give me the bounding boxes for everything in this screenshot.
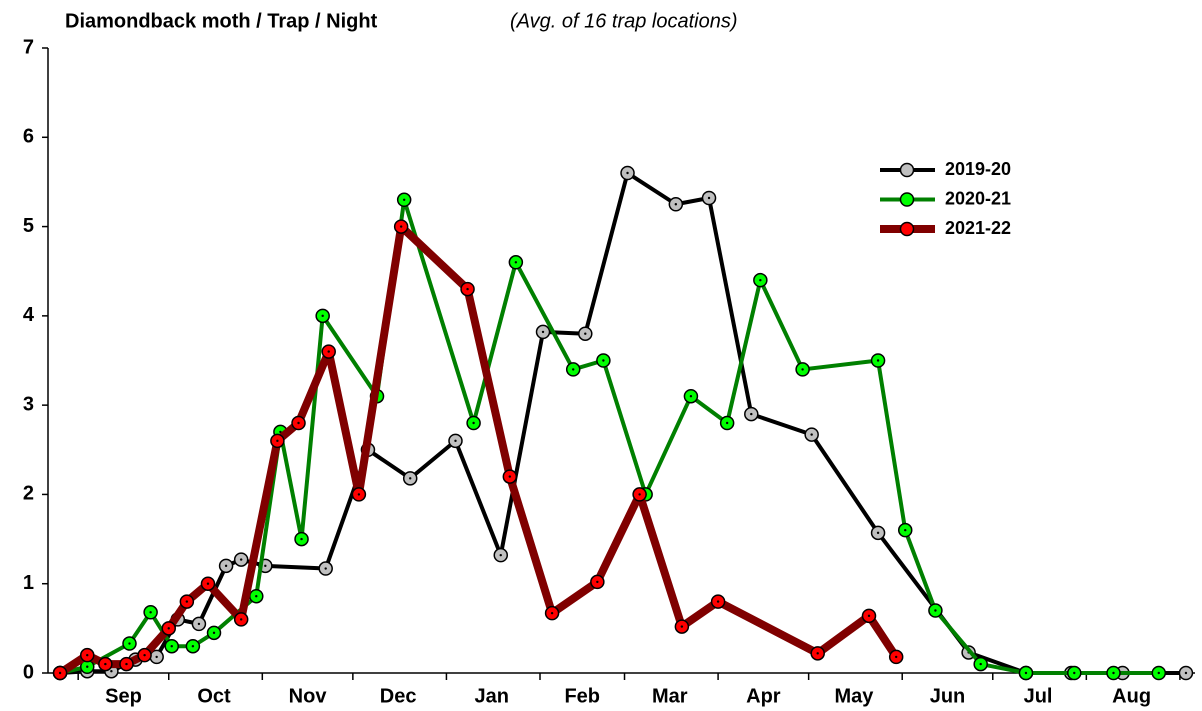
point-center	[279, 430, 282, 434]
point-center	[224, 564, 228, 568]
point-center	[1157, 671, 1160, 675]
y-tick-label: 4	[23, 304, 35, 326]
point-center	[170, 645, 173, 648]
point-center	[979, 662, 982, 666]
point-center	[402, 198, 406, 201]
y-tick-label: 3	[23, 393, 34, 415]
point-center	[321, 314, 324, 318]
point-center	[1112, 671, 1115, 675]
point-center	[206, 582, 210, 585]
x-tick-label: Apr	[746, 685, 781, 707]
point-center	[185, 600, 189, 603]
y-tick-label: 0	[23, 661, 34, 683]
point-center	[867, 614, 871, 618]
point-center	[514, 261, 518, 264]
point-center	[602, 359, 605, 362]
point-center	[276, 439, 279, 443]
y-tick-label: 6	[23, 126, 34, 148]
point-center	[550, 611, 554, 615]
y-tick-label: 7	[23, 36, 34, 58]
point-center	[167, 627, 170, 630]
x-tick-label: Nov	[289, 685, 328, 707]
point-center	[357, 493, 361, 496]
point-center	[876, 359, 880, 362]
point-center	[472, 421, 475, 425]
y-tick-label: 1	[23, 572, 34, 594]
point-center	[297, 421, 300, 425]
point-center	[716, 600, 720, 603]
legend-label: 2019-20	[945, 159, 1011, 179]
point-center	[810, 433, 813, 436]
legend-marker	[899, 192, 915, 207]
x-tick-label: Jul	[1024, 685, 1053, 707]
point-center	[904, 528, 907, 532]
x-tick-label: Mar	[652, 685, 688, 707]
point-center	[680, 625, 684, 628]
x-tick-label: Oct	[197, 685, 231, 707]
point-center	[1073, 671, 1076, 675]
point-center	[508, 475, 512, 478]
point-center	[409, 477, 412, 480]
x-tick-label: Jun	[930, 685, 966, 707]
point-center	[725, 421, 729, 425]
point-center	[816, 652, 819, 655]
y-tick-label: 2	[23, 483, 34, 505]
point-center	[239, 558, 243, 561]
point-center	[638, 493, 641, 496]
y-tick-label: 5	[23, 215, 34, 237]
point-center	[143, 653, 146, 657]
point-center	[707, 196, 711, 200]
x-tick-label: Aug	[1112, 685, 1151, 707]
point-center	[1024, 671, 1028, 675]
point-center	[327, 350, 330, 353]
point-center	[155, 655, 158, 659]
point-center	[324, 567, 327, 570]
chart-subtitle: (Avg. of 16 trap locations)	[510, 10, 738, 32]
point-center	[255, 595, 258, 598]
point-center	[596, 580, 599, 584]
point-center	[264, 564, 267, 568]
legend-marker	[899, 162, 915, 178]
point-center	[149, 611, 152, 614]
point-center	[191, 645, 195, 648]
x-tick-label: Dec	[380, 685, 417, 707]
point-center	[572, 368, 575, 371]
point-center	[934, 609, 937, 612]
legend-marker	[899, 221, 915, 237]
point-center	[86, 653, 89, 657]
point-center	[128, 642, 131, 645]
point-center	[674, 203, 678, 206]
point-center	[1184, 671, 1188, 675]
point-center	[399, 225, 403, 228]
point-center	[801, 368, 804, 371]
point-center	[626, 171, 629, 175]
point-center	[239, 618, 243, 621]
point-center	[584, 332, 587, 335]
point-center	[759, 278, 762, 282]
point-center	[689, 395, 693, 398]
point-center	[58, 671, 62, 675]
point-center	[125, 662, 128, 666]
x-tick-label: Jan	[474, 685, 508, 707]
point-center	[197, 622, 201, 626]
point-center	[110, 670, 113, 673]
point-center	[86, 665, 89, 668]
point-center	[750, 412, 753, 416]
point-center	[466, 287, 469, 291]
point-center	[300, 537, 303, 541]
point-center	[454, 439, 457, 443]
legend-label: 2021-22	[945, 218, 1011, 238]
point-center	[499, 553, 502, 557]
point-center	[894, 655, 898, 659]
x-tick-label: Sep	[105, 685, 142, 707]
point-center	[541, 330, 545, 334]
point-center	[876, 531, 880, 535]
x-tick-label: Feb	[564, 685, 600, 707]
x-tick-label: May	[834, 685, 874, 707]
point-center	[104, 662, 107, 666]
chart-title: Diamondback moth / Trap / Night	[65, 10, 378, 32]
legend-label: 2020-21	[945, 188, 1011, 208]
point-center	[212, 631, 216, 635]
